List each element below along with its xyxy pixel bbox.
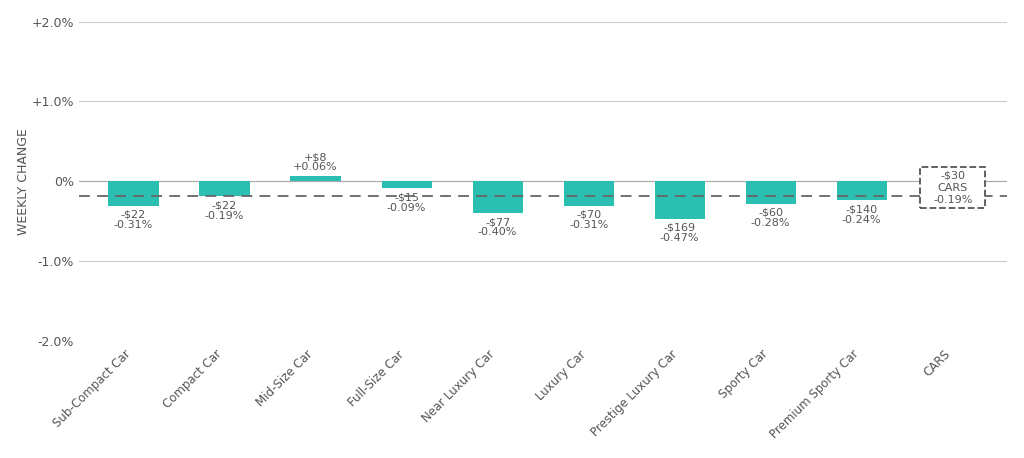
Text: -0.19%: -0.19% <box>933 195 973 205</box>
Bar <box>291 176 341 181</box>
Text: -0.24%: -0.24% <box>842 215 882 225</box>
FancyBboxPatch shape <box>920 167 985 208</box>
Text: CARS: CARS <box>938 183 968 193</box>
Text: -0.40%: -0.40% <box>478 228 517 238</box>
Text: -$22: -$22 <box>121 210 146 220</box>
Text: -$70: -$70 <box>577 210 601 220</box>
Bar <box>382 181 431 188</box>
Text: -$30: -$30 <box>940 170 966 180</box>
Text: +$8: +$8 <box>304 152 328 162</box>
Y-axis label: WEEKLY CHANGE: WEEKLY CHANGE <box>16 128 30 234</box>
Bar <box>109 181 159 206</box>
Bar <box>200 181 250 196</box>
Text: +0.06%: +0.06% <box>293 163 338 173</box>
Text: -$60: -$60 <box>758 207 783 218</box>
Text: -0.31%: -0.31% <box>114 220 154 230</box>
Bar <box>837 181 887 200</box>
Text: -0.19%: -0.19% <box>205 211 244 221</box>
Text: -0.09%: -0.09% <box>387 203 426 213</box>
Bar <box>654 181 705 219</box>
Bar <box>928 181 978 196</box>
Text: -$169: -$169 <box>664 223 695 233</box>
Text: -$15: -$15 <box>394 192 419 202</box>
Text: -$77: -$77 <box>485 217 510 227</box>
Bar <box>563 181 613 206</box>
Text: -$22: -$22 <box>212 200 238 210</box>
Text: -0.28%: -0.28% <box>751 218 791 228</box>
Text: -0.47%: -0.47% <box>659 233 699 243</box>
Bar <box>745 181 796 203</box>
Bar <box>472 181 522 213</box>
Text: -$140: -$140 <box>846 204 878 214</box>
Text: -0.31%: -0.31% <box>569 220 608 230</box>
